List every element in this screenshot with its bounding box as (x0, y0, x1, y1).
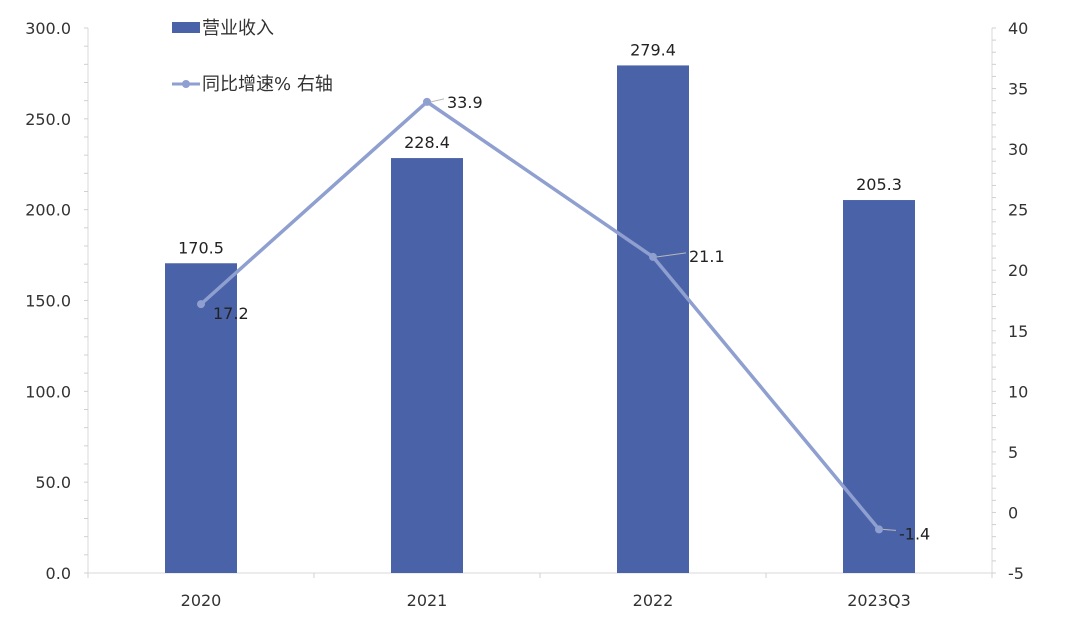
line-value-label: -1.4 (899, 524, 930, 543)
x-axis-tick-label: 2022 (633, 591, 674, 610)
legend-bar-label: 营业收入 (202, 18, 274, 39)
growth-line (199, 100, 881, 531)
bar-value-label: 279.4 (630, 40, 676, 59)
right-axis-tick-label: 0 (1008, 503, 1018, 522)
bar (391, 158, 463, 573)
legend-bar-swatch (172, 22, 200, 33)
left-axis-tick-label: 200.0 (25, 201, 71, 220)
right-axis-tick-label: 30 (1008, 140, 1028, 159)
left-axis-tick-label: 250.0 (25, 110, 71, 129)
line-value-label: 33.9 (447, 93, 483, 112)
right-axis-tick-label: 25 (1008, 201, 1028, 220)
growth-point (197, 300, 205, 309)
bar-value-label: 205.3 (856, 175, 902, 194)
left-axis-tick-label: 50.0 (35, 473, 71, 492)
right-axis-tick-label: 40 (1008, 19, 1028, 38)
growth-point (649, 252, 657, 261)
right-axis-tick-label: 35 (1008, 80, 1028, 99)
leader-line (882, 528, 897, 531)
right-axis-tick-label: 5 (1008, 443, 1018, 462)
growth-point (423, 97, 431, 106)
bar (843, 200, 915, 573)
right-axis-tick-label: 20 (1008, 261, 1028, 280)
growth-point (875, 525, 883, 534)
right-axis-tick-label: 15 (1008, 322, 1028, 341)
bar-value-label: 170.5 (178, 238, 224, 257)
legend-line-marker (182, 80, 190, 88)
x-axis-tick-label: 2023Q3 (847, 591, 911, 610)
leader-line (430, 98, 445, 103)
left-axis-tick-label: 100.0 (25, 382, 71, 401)
x-axis-tick-label: 2020 (181, 591, 222, 610)
bar (165, 263, 237, 573)
left-axis-tick-label: 150.0 (25, 292, 71, 311)
line-value-label: 21.1 (689, 247, 725, 266)
right-axis-tick-label: 10 (1008, 382, 1028, 401)
left-axis-tick-label: 300.0 (25, 19, 71, 38)
legend-line-label: 同比增速% 右轴 (202, 74, 333, 95)
x-axis-tick-label: 2021 (407, 591, 448, 610)
line-value-label: 17.2 (213, 304, 249, 323)
left-axis-tick-label: 0.0 (46, 564, 71, 583)
right-axis-tick-label: -5 (1008, 564, 1024, 583)
leader-line (656, 252, 687, 258)
bar-value-label: 228.4 (404, 133, 450, 152)
bar (617, 65, 689, 573)
